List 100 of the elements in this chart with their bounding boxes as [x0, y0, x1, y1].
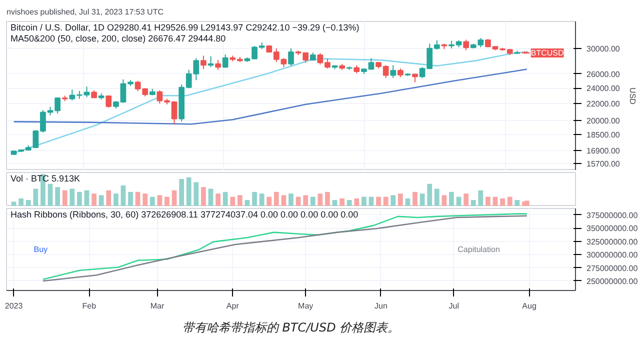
bar [208, 188, 214, 206]
text: 带有哈希带指标的 BTC/USD 价格图表。 [182, 320, 400, 334]
bar [456, 196, 462, 206]
bar [281, 195, 286, 206]
bar [11, 202, 16, 206]
text: nvishoes published, Jul 31, 2023 17:53 UTC [6, 8, 164, 16]
y-tick-label: 18500.00 [586, 130, 620, 140]
bar [70, 188, 75, 206]
y-tick-label: 24000.00 [586, 84, 620, 94]
bar [222, 192, 228, 206]
bar [390, 195, 396, 206]
bar [259, 194, 264, 206]
y-tick-label: 300000000.00 [586, 250, 638, 260]
bar [405, 198, 410, 206]
y-tick-label: 20000.00 [586, 116, 620, 126]
bar [113, 194, 118, 206]
bar [303, 195, 308, 206]
x-tick-label: Aug [522, 302, 536, 310]
bar [288, 194, 294, 206]
bar [274, 192, 279, 206]
bar [514, 200, 520, 206]
bar [325, 192, 330, 206]
x-tick-label: Apr [226, 302, 240, 310]
bar [266, 196, 272, 206]
bar [230, 196, 236, 206]
y-tick-label: 350000000.00 [586, 224, 638, 234]
bar [98, 195, 104, 206]
x-tick-label: 2023 [4, 302, 24, 310]
bar [464, 194, 469, 206]
bar [427, 184, 432, 206]
bar [470, 200, 476, 206]
bar [179, 178, 184, 206]
y-axis-title: USD [628, 88, 637, 105]
x-tick-label: Feb [82, 302, 97, 310]
bar [194, 182, 199, 206]
chart-title: Vol · BTC 5.913K [10, 174, 80, 184]
y-tick-label: 325000000.00 [586, 237, 638, 246]
bar [500, 198, 505, 206]
y-tick-label: 30000.00 [586, 44, 620, 54]
x-tick-label: May [298, 302, 314, 310]
line-series [13, 68, 528, 125]
bar [368, 196, 374, 206]
bar [412, 192, 418, 206]
bar [486, 196, 490, 206]
bar [346, 200, 352, 206]
candlestick [106, 95, 112, 108]
candlestick [215, 60, 221, 70]
bar [62, 190, 68, 206]
x-tick-label: Jun [374, 302, 388, 310]
candlestick [463, 39, 470, 51]
bar [164, 196, 170, 206]
bar [48, 184, 53, 206]
y-tick-label: 22000.00 [586, 100, 620, 109]
y-tick-label: 250000000.00 [586, 276, 638, 286]
candlestick [200, 55, 206, 70]
bar [142, 194, 148, 206]
bar [354, 198, 360, 206]
bar [252, 192, 257, 206]
bar [318, 194, 323, 206]
annotation: Buy [34, 245, 48, 254]
candlestick [390, 64, 396, 79]
bar [128, 192, 133, 206]
bar [524, 200, 530, 206]
bar [492, 196, 498, 206]
bar [398, 194, 403, 206]
bar [84, 190, 90, 206]
bar [216, 194, 220, 206]
bar [33, 188, 38, 206]
bar [478, 190, 484, 206]
chart-title: Hash Ribbons (Ribbons, 30, 60) 372626908.11 377274037.04 0.00 0.00 0.00 0.00 0.00 [10, 210, 358, 220]
y-tick-label: 275000000.00 [586, 264, 638, 273]
bar [106, 190, 112, 206]
bar [310, 196, 316, 206]
bar [201, 187, 206, 206]
bar [383, 196, 388, 206]
bar [120, 185, 126, 206]
bar [296, 196, 301, 206]
bar [507, 196, 512, 206]
bar [362, 196, 366, 206]
bar [340, 198, 344, 206]
y-tick-label: 15700.00 [586, 160, 620, 169]
bar [77, 192, 82, 206]
bar [449, 192, 454, 206]
annotation: BTCUSD [530, 48, 564, 58]
x-tick-label: Jul [448, 302, 460, 310]
annotation: MA50&200 (50, close, 200, close) 26676.47 29444.80 [10, 34, 226, 44]
bar [244, 200, 250, 206]
x-tick-label: Mar [150, 302, 164, 310]
bar [442, 195, 447, 206]
y-tick-label: 26000.00 [586, 70, 620, 79]
bar [157, 195, 162, 206]
y-tick-label: 375000000.00 [586, 210, 638, 220]
bar [434, 188, 440, 206]
candlestick [288, 48, 294, 66]
annotation: Capitulation [458, 245, 500, 254]
bar [150, 196, 155, 206]
bar [376, 196, 381, 206]
bar [26, 200, 31, 206]
bar [135, 192, 140, 206]
bar [238, 195, 242, 206]
